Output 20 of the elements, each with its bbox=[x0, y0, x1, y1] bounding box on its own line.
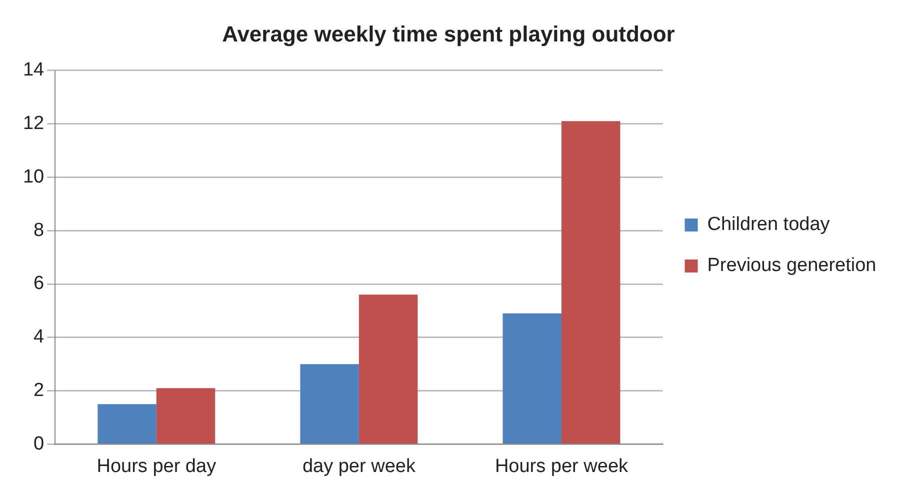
bar bbox=[98, 404, 156, 444]
y-tick-label: 2 bbox=[34, 380, 44, 402]
bar bbox=[358, 294, 418, 444]
bar bbox=[502, 313, 562, 444]
bar bbox=[561, 121, 620, 444]
y-tick-label: 0 bbox=[34, 433, 44, 454]
legend-label: Previous generetion bbox=[707, 255, 876, 276]
y-tick-label: 14 bbox=[22, 60, 45, 81]
y-tick-label: 6 bbox=[34, 273, 44, 294]
chart-title: Average weekly time spent playing outdoor bbox=[222, 21, 676, 46]
x-tick-label: Hours per week bbox=[494, 456, 629, 477]
y-tick-label: 10 bbox=[22, 166, 44, 188]
y-tick-label: 8 bbox=[34, 220, 44, 241]
bar bbox=[156, 388, 216, 444]
y-tick-label: 12 bbox=[22, 113, 44, 134]
y-tick-label: 4 bbox=[34, 326, 45, 348]
x-tick-label: day per week bbox=[302, 456, 416, 477]
bar bbox=[300, 364, 359, 444]
x-tick-label: Hours per day bbox=[96, 456, 217, 477]
legend-label: Children today bbox=[707, 214, 830, 236]
